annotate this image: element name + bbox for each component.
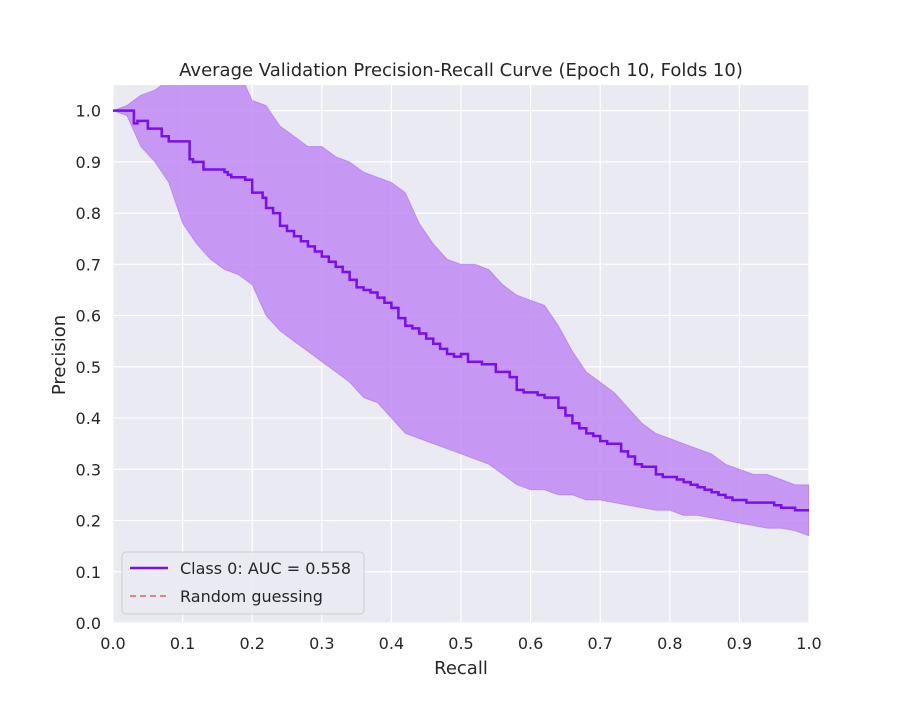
y-axis-title: Precision	[49, 315, 70, 395]
y-tick-label: 0.4	[76, 409, 101, 428]
x-tick-label: 0.6	[518, 634, 543, 653]
y-tick-labels: 0.0 0.1 0.2 0.3 0.4 0.5 0.6 0.7 0.8 0.9 1.0	[76, 102, 101, 633]
x-axis-title: Recall	[434, 658, 488, 679]
y-tick-label: 0.0	[76, 614, 101, 633]
series-line-layer	[113, 109, 809, 512]
x-tick-label: 0.9	[727, 634, 752, 653]
x-tick-label: 0.8	[657, 634, 682, 653]
legend: Class 0: AUC = 0.558 Random guessing	[121, 551, 365, 615]
y-tick-label: 0.9	[76, 153, 101, 172]
x-tick-label: 1.0	[796, 634, 821, 653]
confidence-band	[113, 85, 809, 537]
x-tick-labels: 0.0 0.1 0.2 0.3 0.4 0.5 0.6 0.7 0.8 0.9 1.0	[100, 634, 821, 653]
y-tick-label: 1.0	[76, 102, 101, 121]
y-tick-label: 0.1	[76, 563, 101, 582]
chart-title: Average Validation Precision-Recall Curv…	[179, 60, 743, 81]
x-tick-label: 0.3	[309, 634, 334, 653]
y-tick-label: 0.7	[76, 255, 101, 274]
x-tick-label: 0.2	[239, 634, 264, 653]
x-tick-label: 0.1	[170, 634, 195, 653]
x-tick-label: 0.4	[379, 634, 404, 653]
x-tick-label: 0.5	[448, 634, 473, 653]
legend-box	[121, 551, 365, 615]
series-line-class-0	[113, 109, 809, 512]
y-tick-label: 0.3	[76, 460, 101, 479]
y-tick-label: 0.2	[76, 512, 101, 531]
legend-label-random-guessing: Random guessing	[180, 587, 323, 606]
y-tick-label: 0.5	[76, 358, 101, 377]
y-tick-label: 0.6	[76, 307, 101, 326]
x-tick-label: 0.7	[587, 634, 612, 653]
y-tick-label: 0.8	[76, 204, 101, 223]
x-tick-label: 0.0	[100, 634, 125, 653]
confidence-band-layer	[113, 85, 809, 537]
legend-label-class-0: Class 0: AUC = 0.558	[180, 559, 351, 578]
